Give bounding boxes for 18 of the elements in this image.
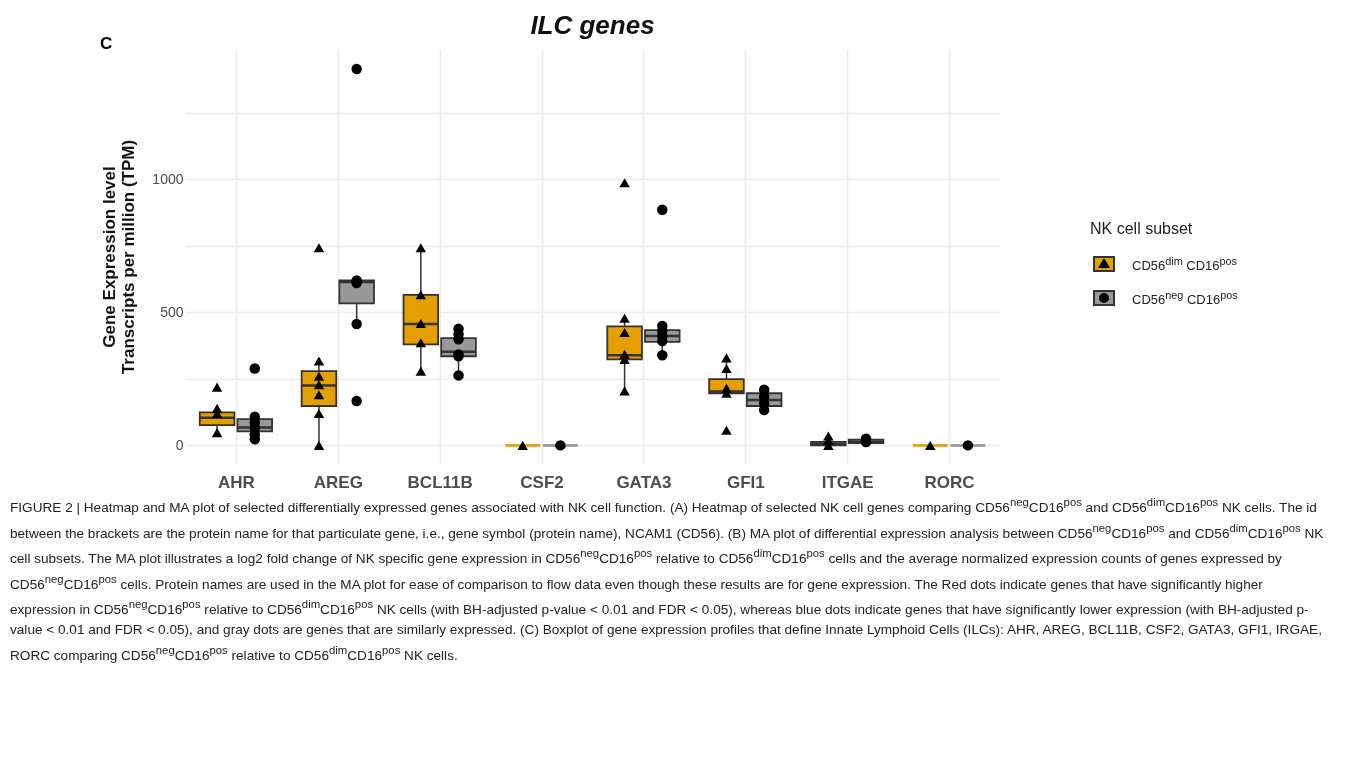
x-tick-label: AHR: [218, 472, 255, 492]
x-tick-label: BCL11B: [407, 472, 473, 492]
y-tick-label: 1000: [152, 170, 184, 187]
y-tick-label: 0: [175, 436, 184, 453]
y-tick-label: 500: [160, 303, 184, 320]
x-tick-label: RORC: [924, 472, 975, 492]
text: FIGURE 2 | Heatmap and MA plot of selected differentially expressed genes associated with NK cell function. (A) Heatmap of selected NK cell genes comparing CD56$^{neg}$CD16$^{pos}$ and CD56$^{dim}$CD16$^{pos}$ NK cells. The id between the brackets are the protein name for that particulate gene, i.e., gene symbol (protein name), NCAM1 (CD56). (B) MA plot of differential expression analysis between CD56$^{neg}$CD16$^{pos}$ and CD56$^{dim}$CD16$^{pos}$ NK cell subsets. The MA plot illustrates a log2 fold change of NK specific gene expression in CD56$^{neg}$CD16$^{pos}$ relative to CD56$^{dim}$CD16$^{pos}$ cells and the average normalized expression counts of genes expressed by CD56$^{neg}$CD16$^{pos}$ cells. Protein names are used in the MA plot for ease of comparison to flow data even though these results are for gene expression. The Red dots indicate genes that have significantly higher expression in CD56$^{neg}$CD16$^{pos}$ relative to CD56$^{dim}$CD16$^{pos}$ NK cells (with BH-adjusted p-value < 0.01 and FDR < 0.05), whereas blue dots indicate genes that have significantly lower expression (with BH-adjusted p-value < 0.01 and FDR < 0.05), and gray dots are genes that are similarly expressed. (C) Boxplot of gene expression profiles that define Innate Lymphoid Cells (ILCs): AHR, AREG, BCL11B, CSF2, GATA3, GFI1, IRGAE, RORC comparing CD56$^{neg}$CD16$^{pos}$ relative to CD56$^{dim}$CD16$^{pos}$ NK cells.: [10, 496, 1324, 663]
x-tick-label: GFI1: [726, 472, 765, 492]
legend-label: CD56$^{dim}$ CD16$^{pos}$: [1132, 254, 1238, 274]
chart-title: ILC genes: [530, 10, 655, 40]
x-tick-label: AREG: [313, 472, 363, 492]
legend-title: NK cell subset: [1090, 220, 1194, 238]
x-tick-label: GATA3: [616, 472, 672, 492]
y-axis-title: Gene Expression level Transcripts per million (TPM): [100, 139, 139, 375]
text: C: [100, 34, 113, 54]
x-tick-label: ITGAE: [821, 472, 874, 492]
legend-label: CD56$^{neg}$ CD16$^{pos}$: [1132, 288, 1238, 308]
x-tick-label: CSF2: [520, 472, 564, 492]
